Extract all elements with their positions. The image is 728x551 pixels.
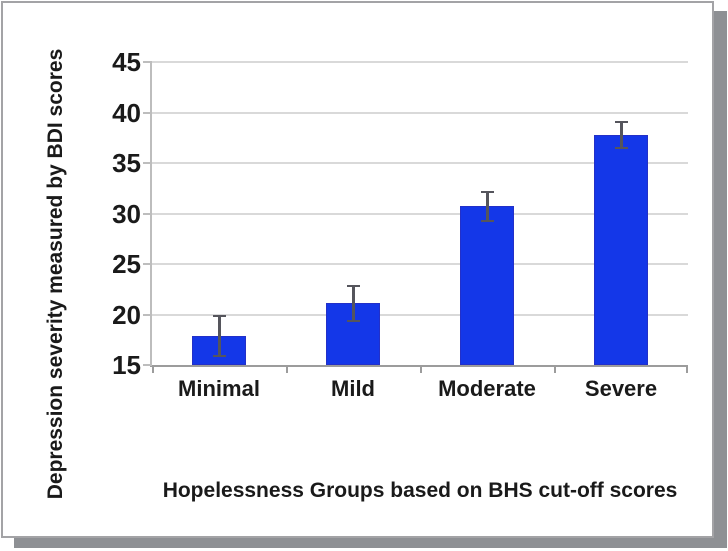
y-tick-mark (143, 364, 152, 366)
y-tick-label: 20 (112, 299, 141, 330)
y-tick-label: 45 (112, 47, 141, 77)
y-tick-label: 40 (112, 97, 141, 128)
bar (326, 303, 380, 365)
category-label: Mild (331, 376, 375, 401)
y-tick-mark (143, 61, 152, 63)
error-bar (619, 121, 623, 148)
error-bar-cap (480, 191, 494, 194)
y-tick-mark (143, 313, 152, 316)
x-axis-line (150, 365, 688, 367)
gridline (152, 212, 688, 215)
error-bar-cap (480, 219, 494, 222)
chart-figure: Depression severity measured by BDI scor… (1, 1, 714, 538)
y-tick-mark (143, 212, 152, 215)
y-tick-mark (143, 263, 152, 265)
category-label: Severe (584, 376, 658, 401)
error-bar-cap (212, 354, 226, 357)
gridline (152, 162, 688, 164)
y-tick-label: 15 (112, 350, 141, 380)
error-bar-cap (346, 319, 360, 322)
y-tick-mark (143, 111, 152, 114)
y-tick-label: 35 (112, 148, 141, 178)
y-tick-label: 25 (112, 249, 141, 279)
bar (460, 206, 514, 365)
error-bar-cap (212, 314, 226, 317)
error-bar (217, 315, 221, 356)
gridline (152, 111, 688, 114)
error-bar-cap (614, 146, 628, 149)
plot-area (143, 61, 688, 373)
x-tick-mark (286, 367, 288, 373)
category-label: Moderate (438, 376, 536, 401)
gridline (152, 61, 688, 63)
error-bar (485, 192, 489, 221)
error-bar-cap (614, 120, 628, 123)
x-tick-mark (686, 367, 688, 373)
bar (594, 134, 648, 365)
y-tick-label: 30 (112, 198, 141, 229)
x-tick-mark (554, 367, 556, 373)
category-label: Minimal (178, 376, 260, 401)
gridline (152, 263, 688, 265)
error-bar-cap (346, 285, 360, 288)
x-axis-title: Hopelessness Groups based on BHS cut-off… (162, 479, 678, 502)
y-tick-mark (143, 162, 152, 164)
x-tick-mark (420, 367, 422, 373)
x-tick-mark (152, 367, 154, 373)
error-bar (351, 286, 355, 321)
gridline (152, 313, 688, 316)
